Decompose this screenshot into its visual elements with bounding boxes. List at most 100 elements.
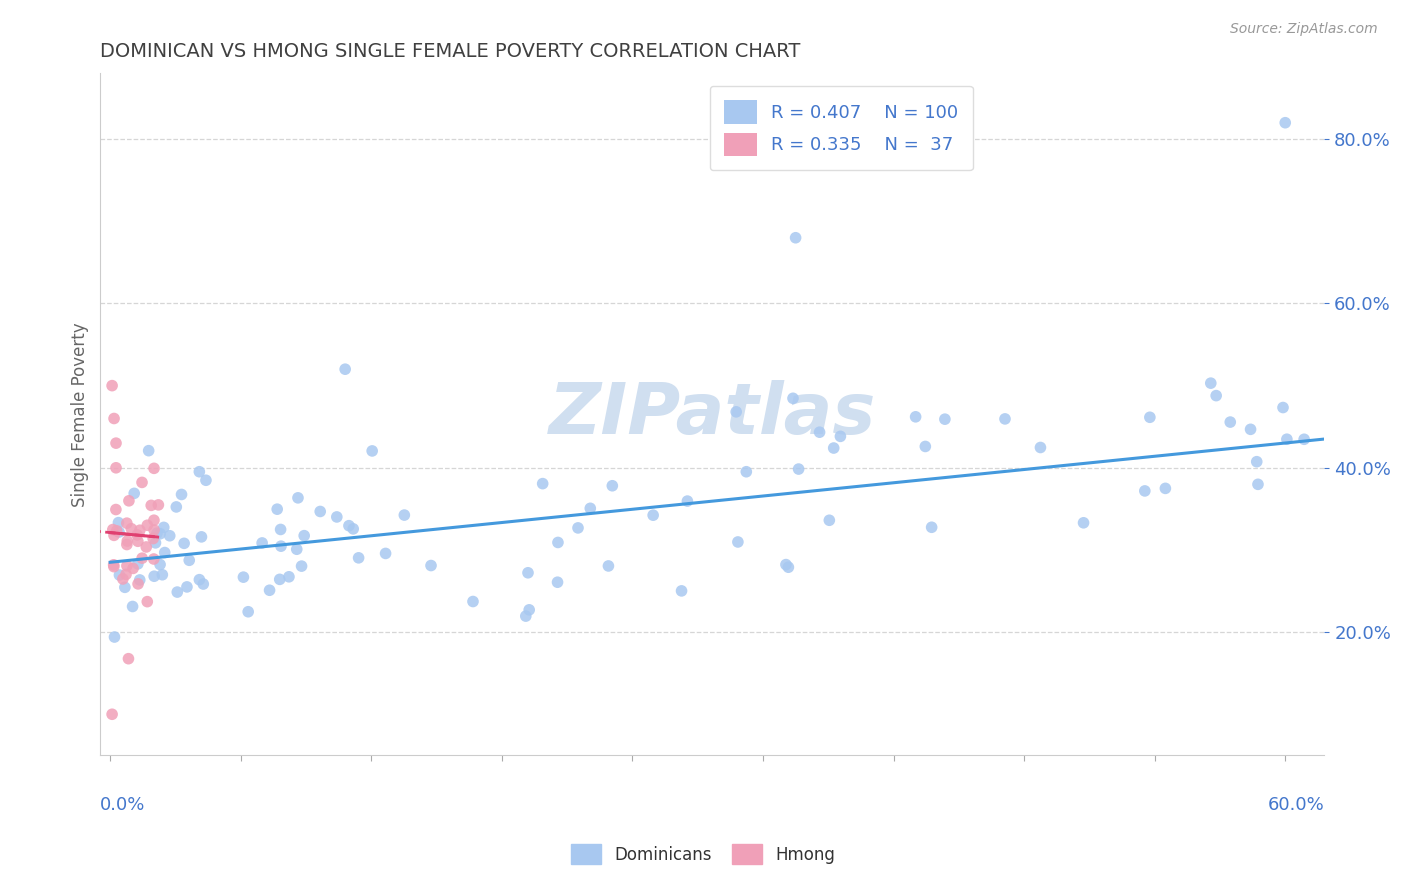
Point	[515, 609, 537, 624]
Point	[547, 575, 569, 590]
Point	[117, 651, 139, 665]
Point	[103, 528, 125, 542]
Point	[143, 523, 166, 537]
Point	[135, 540, 157, 554]
Point	[105, 524, 128, 538]
Point	[136, 594, 159, 608]
Point	[105, 436, 128, 450]
Point	[602, 479, 624, 493]
Point	[337, 518, 360, 533]
Y-axis label: Single Female Poverty: Single Female Poverty	[72, 322, 89, 507]
Point	[1274, 116, 1296, 130]
Point	[904, 409, 927, 424]
Point	[1029, 441, 1052, 455]
Point	[671, 583, 693, 598]
Point	[149, 526, 172, 541]
Point	[921, 520, 943, 534]
Point	[115, 537, 138, 551]
Legend: R = 0.407    N = 100, R = 0.335    N =  37: R = 0.407 N = 100, R = 0.335 N = 37	[710, 86, 973, 170]
Point	[121, 599, 143, 614]
Point	[270, 523, 292, 537]
Point	[461, 594, 484, 608]
Point	[117, 534, 139, 549]
Point	[787, 462, 810, 476]
Point	[1294, 432, 1316, 446]
Point	[567, 521, 589, 535]
Legend: Dominicans, Hmong: Dominicans, Hmong	[564, 838, 842, 871]
Point	[138, 443, 160, 458]
Point	[1199, 376, 1222, 391]
Point	[166, 585, 188, 599]
Point	[994, 412, 1017, 426]
Point	[115, 516, 138, 531]
Point	[194, 473, 217, 487]
Point	[150, 567, 173, 582]
Point	[292, 529, 315, 543]
Point	[266, 502, 288, 516]
Point	[131, 551, 153, 566]
Point	[108, 524, 131, 539]
Point	[101, 378, 124, 392]
Point	[420, 558, 443, 573]
Point	[517, 603, 540, 617]
Point	[326, 510, 349, 524]
Point	[775, 558, 797, 572]
Point	[270, 539, 292, 553]
Point	[120, 522, 142, 536]
Point	[131, 475, 153, 490]
Point	[176, 580, 198, 594]
Point	[285, 542, 308, 557]
Point	[531, 476, 554, 491]
Point	[818, 513, 841, 527]
Point	[193, 577, 215, 591]
Point	[808, 425, 831, 440]
Point	[1139, 410, 1161, 425]
Point	[153, 545, 176, 559]
Point	[111, 572, 134, 586]
Point	[148, 498, 170, 512]
Point	[188, 465, 211, 479]
Point	[142, 513, 165, 527]
Point	[1205, 389, 1227, 403]
Point	[103, 630, 125, 644]
Point	[190, 530, 212, 544]
Point	[114, 580, 136, 594]
Point	[127, 534, 149, 549]
Point	[142, 552, 165, 566]
Point	[941, 116, 963, 130]
Point	[238, 605, 260, 619]
Point	[165, 500, 187, 514]
Point	[735, 465, 758, 479]
Point	[782, 392, 804, 406]
Point	[103, 558, 125, 572]
Point	[259, 583, 281, 598]
Point	[146, 526, 169, 541]
Point	[934, 412, 956, 426]
Point	[1272, 401, 1295, 415]
Point	[278, 570, 301, 584]
Point	[250, 536, 273, 550]
Point	[269, 573, 291, 587]
Point	[128, 573, 150, 587]
Point	[823, 441, 845, 455]
Point	[127, 528, 149, 542]
Text: 0.0%: 0.0%	[100, 797, 146, 814]
Point	[122, 486, 145, 500]
Point	[159, 529, 181, 543]
Point	[287, 491, 309, 505]
Point	[342, 522, 364, 536]
Point	[643, 508, 665, 523]
Point	[347, 550, 370, 565]
Point	[101, 523, 124, 537]
Point	[579, 501, 602, 516]
Point	[179, 553, 201, 567]
Point	[1133, 483, 1156, 498]
Point	[104, 502, 127, 516]
Text: DOMINICAN VS HMONG SINGLE FEMALE POVERTY CORRELATION CHART: DOMINICAN VS HMONG SINGLE FEMALE POVERTY…	[100, 42, 801, 61]
Point	[173, 536, 195, 550]
Point	[122, 561, 145, 575]
Text: 60.0%: 60.0%	[1268, 797, 1324, 814]
Point	[1073, 516, 1095, 530]
Point	[108, 568, 131, 582]
Point	[127, 577, 149, 591]
